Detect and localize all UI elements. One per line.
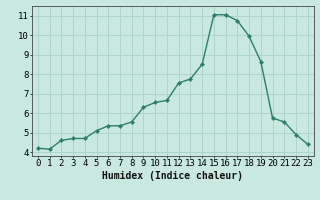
X-axis label: Humidex (Indice chaleur): Humidex (Indice chaleur) <box>102 171 243 181</box>
